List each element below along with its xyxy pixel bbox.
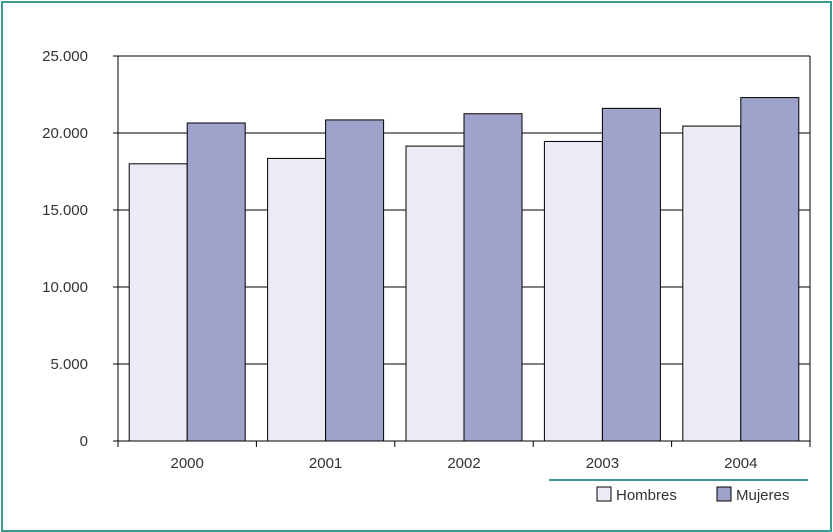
x-tick-label: 2002: [447, 455, 480, 472]
y-tick-label: 15.000: [42, 202, 88, 219]
legend-swatch-hombres: [596, 486, 612, 502]
y-tick-labels: 0 5.000 10.000 15.000 20.000 25.000: [42, 48, 88, 450]
bar-mujeres-2004: [740, 97, 800, 442]
x-tick-label: 2001: [309, 455, 342, 472]
bars: [128, 97, 800, 442]
bar-mujeres-2002: [463, 113, 523, 442]
x-tick-labels: 2000 2001 2002 2003 2004: [171, 455, 758, 472]
bar-hombres-2003: [543, 140, 603, 442]
legend-label-mujeres: Mujeres: [736, 487, 789, 504]
bar-hombres-2000: [128, 163, 188, 442]
bar-hombres-2002: [405, 145, 465, 442]
bar-hombres-2001: [267, 157, 327, 442]
y-tick-label: 0: [80, 433, 88, 450]
legend-label-hombres: Hombres: [616, 487, 677, 504]
x-tick-label: 2004: [724, 455, 757, 472]
x-tick-label: 2000: [171, 455, 204, 472]
legend: Hombres Mujeres: [549, 479, 808, 504]
bar-mujeres-2003: [601, 107, 661, 442]
bar-mujeres-2001: [325, 119, 385, 442]
bar-hombres-2004: [682, 125, 742, 442]
legend-swatch-mujeres: [716, 486, 732, 502]
y-tick-label: 20.000: [42, 125, 88, 142]
y-tick-label: 25.000: [42, 48, 88, 65]
axes: [113, 55, 811, 447]
y-tick-label: 5.000: [50, 356, 88, 373]
bar-mujeres-2000: [186, 122, 246, 442]
y-tick-label: 10.000: [42, 279, 88, 296]
x-tick-label: 2003: [586, 455, 619, 472]
